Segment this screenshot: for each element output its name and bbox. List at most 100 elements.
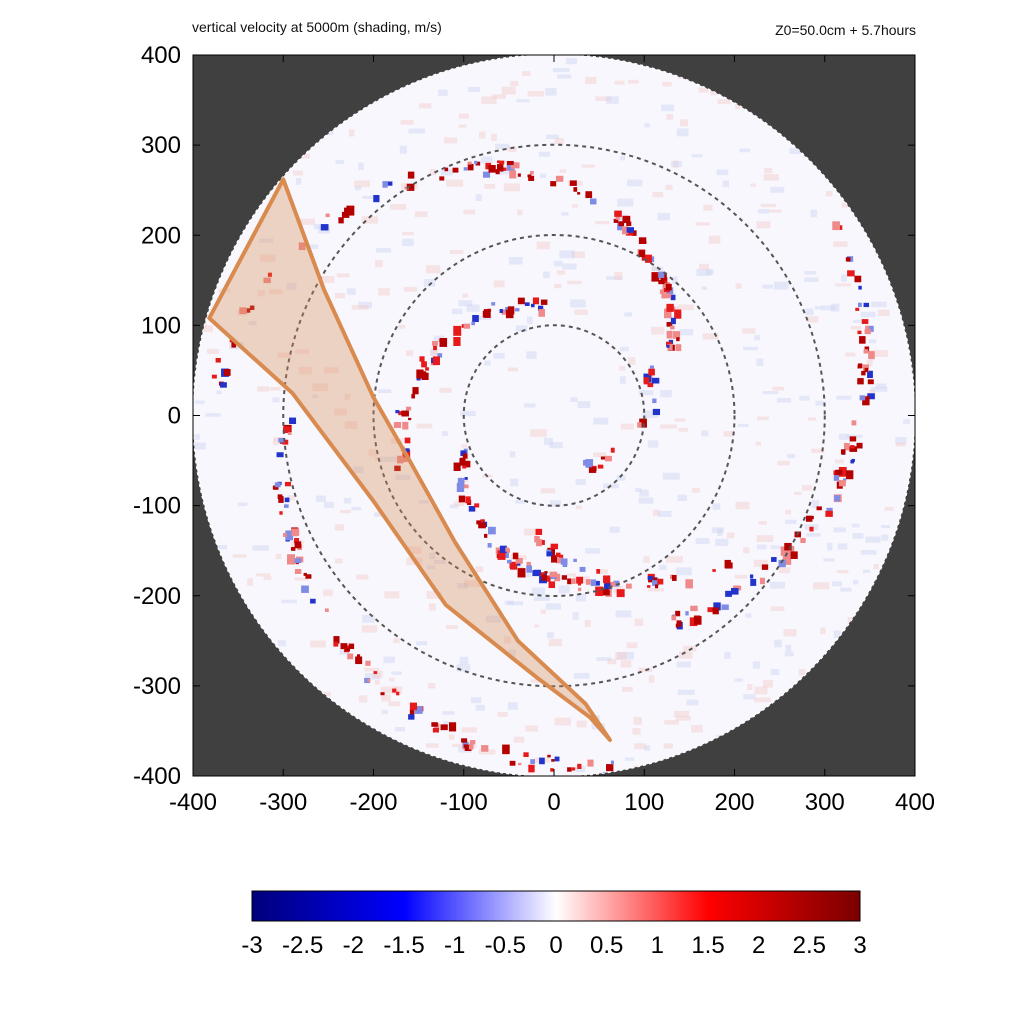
velocity-cell: [294, 558, 302, 564]
shading-cell: [523, 528, 539, 536]
velocity-cell: [832, 221, 840, 231]
velocity-cell: [724, 559, 731, 568]
shading-cell: [269, 289, 283, 295]
shading-cell: [676, 567, 692, 576]
shading-cell: [384, 591, 400, 599]
shading-cell: [804, 277, 819, 283]
shading-cell: [712, 503, 721, 510]
shading-cell: [351, 304, 369, 310]
shading-cell: [530, 679, 539, 683]
velocity-cell: [394, 465, 401, 472]
velocity-cell: [294, 538, 300, 544]
velocity-cell: [356, 654, 361, 658]
shading-cell: [811, 448, 825, 453]
velocity-cell: [550, 543, 559, 550]
shading-cell: [433, 559, 446, 564]
velocity-cell: [530, 759, 535, 764]
shading-cell: [364, 667, 380, 672]
velocity-cell: [535, 528, 543, 535]
velocity-cell: [539, 572, 545, 577]
velocity-cell: [523, 752, 529, 758]
velocity-cell: [555, 557, 563, 564]
velocity-cell: [658, 271, 665, 278]
velocity-cell: [666, 303, 674, 312]
shading-cell: [451, 743, 468, 748]
shading-cell: [501, 86, 516, 95]
shading-cell: [462, 293, 469, 298]
shading-cell: [677, 689, 695, 695]
velocity-cell: [467, 161, 472, 165]
shading-cell: [441, 431, 448, 436]
shading-cell: [389, 677, 395, 682]
shading-cell: [418, 103, 432, 109]
shading-cell: [875, 383, 887, 389]
velocity-cell: [610, 760, 614, 765]
velocity-cell: [583, 459, 590, 466]
velocity-cell: [483, 171, 491, 178]
velocity-cell: [670, 317, 676, 325]
shading-cell: [662, 81, 672, 87]
velocity-cell: [809, 526, 814, 532]
velocity-cell: [355, 656, 363, 665]
velocity-cell: [800, 537, 806, 544]
shading-cell: [430, 348, 439, 356]
shading-cell: [427, 565, 435, 570]
shading-cell: [853, 579, 859, 585]
velocity-cell: [536, 538, 542, 547]
velocity-cell: [851, 420, 857, 426]
shading-cell: [763, 680, 774, 688]
velocity-cell: [857, 330, 862, 335]
velocity-cell: [571, 767, 576, 771]
velocity-cell: [859, 395, 866, 401]
velocity-cell: [444, 167, 449, 172]
colorbar-tick-label: 3: [853, 932, 866, 959]
shading-cell: [320, 691, 331, 697]
shading-cell: [860, 549, 877, 555]
shading-cell: [515, 500, 525, 504]
x-tick-label: 400: [895, 789, 935, 816]
shading-cell: [724, 651, 731, 659]
velocity-cell: [816, 506, 822, 511]
velocity-cell: [463, 167, 468, 171]
shading-cell: [390, 204, 407, 210]
shading-cell: [846, 434, 863, 438]
shading-cell: [507, 146, 517, 152]
shading-cell: [459, 656, 469, 665]
shading-cell: [269, 387, 281, 391]
shading-cell: [566, 573, 576, 577]
shading-cell: [397, 324, 406, 329]
shading-cell: [660, 424, 677, 429]
velocity-cell: [862, 396, 870, 406]
shading-cell: [406, 546, 422, 554]
velocity-cell: [397, 423, 401, 427]
colorbar-tick-label: 0.5: [590, 932, 623, 959]
shading-cell: [358, 162, 364, 171]
shading-cell: [676, 661, 691, 668]
shading-cell: [838, 433, 850, 440]
shading-cell: [426, 591, 442, 599]
shading-cell: [545, 603, 562, 610]
velocity-cell: [659, 289, 665, 295]
shading-cell: [585, 76, 597, 85]
shading-cell: [785, 509, 792, 515]
shading-cell: [516, 99, 530, 103]
velocity-cell: [780, 546, 789, 556]
velocity-cell: [589, 198, 597, 205]
velocity-cell: [409, 702, 418, 711]
shading-cell: [609, 526, 620, 533]
shading-cell: [734, 574, 747, 579]
shading-cell: [513, 736, 525, 743]
velocity-cell: [856, 442, 863, 449]
velocity-cell: [641, 254, 649, 261]
shading-cell: [298, 366, 312, 375]
velocity-cell: [510, 164, 515, 170]
shading-cell: [403, 286, 417, 292]
shading-cell: [484, 183, 496, 189]
shading-cell: [334, 408, 347, 416]
velocity-cell: [480, 519, 485, 525]
velocity-cell: [338, 217, 344, 224]
shading-cell: [821, 305, 836, 311]
shading-cell: [686, 699, 699, 706]
velocity-cell: [666, 321, 673, 327]
shading-cell: [680, 119, 689, 127]
